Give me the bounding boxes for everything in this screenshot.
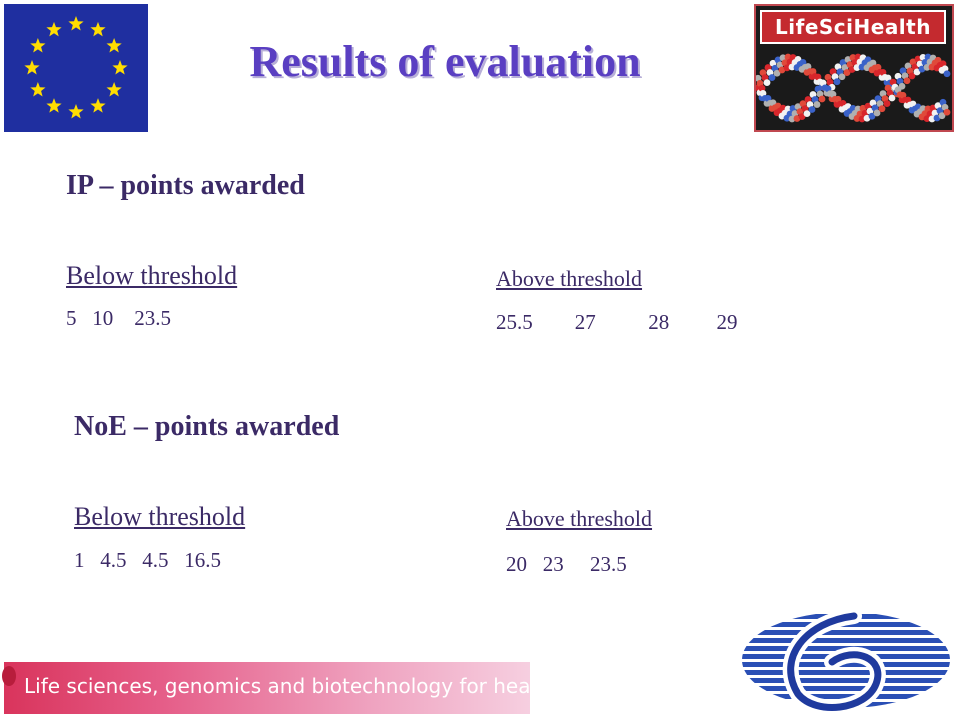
dna-atom: [758, 84, 766, 92]
dna-atom: [923, 63, 931, 71]
eu-star-icon: [30, 82, 46, 97]
dna-atom: [788, 115, 796, 123]
dna-atom: [773, 69, 781, 77]
eu-star-icon: [46, 98, 62, 113]
noe-above-threshold-values: 20 23 23.5: [506, 552, 627, 576]
dna-atom: [913, 68, 921, 76]
eu-star-icon: [24, 60, 40, 75]
dna-atom: [908, 72, 916, 80]
eu-stars-icon: [24, 16, 128, 119]
ip-below-threshold-values: 5 10 23.5: [66, 306, 171, 330]
dna-atom: [838, 73, 846, 81]
dna-atom: [873, 109, 881, 117]
dna-atom: [903, 77, 911, 85]
dna-atom: [818, 95, 826, 103]
dna-atom: [798, 113, 806, 121]
noe-above-threshold-label: Above threshold: [506, 506, 653, 531]
lifescihealth-logo-text: LifeSciHealth: [760, 10, 946, 44]
page-title: Results of evaluation: [249, 37, 641, 86]
noe-below-threshold-label: Below threshold: [74, 502, 246, 531]
dna-helix-icon: [756, 53, 951, 123]
bottom-banner: Life sciences, genomics and biotechnolog…: [2, 662, 557, 714]
ip-below-threshold-label: Below threshold: [66, 261, 238, 290]
dna-atom: [853, 64, 861, 71]
noe-heading: NoE – points awarded: [74, 411, 340, 442]
dna-atom: [763, 79, 771, 87]
eu-flag-logo: [4, 4, 148, 132]
noe-below-threshold-values: 1 4.5 4.5 16.5: [74, 548, 221, 572]
banner-curl-icon: [2, 666, 16, 686]
fp6-swirl-icon: [742, 608, 950, 716]
eu-star-icon: [112, 60, 128, 75]
bottom-banner-text: Life sciences, genomics and biotechnolog…: [24, 674, 557, 698]
dna-atom: [803, 110, 811, 117]
dna-atom: [938, 112, 946, 120]
ip-above-threshold-values: 25.5 27 28 29: [496, 310, 738, 334]
dna-atom: [878, 105, 886, 113]
eu-star-icon: [46, 21, 62, 37]
eu-star-icon: [68, 104, 84, 119]
eu-star-icon: [106, 82, 122, 97]
dna-atom: [898, 82, 906, 90]
dna-atom: [943, 70, 951, 78]
lifescihealth-logo: LifeSciHealth: [754, 4, 954, 132]
dna-atom: [888, 94, 896, 102]
dna-atom: [868, 112, 876, 120]
eu-star-icon: [68, 16, 84, 31]
eu-star-icon: [30, 38, 46, 53]
ip-above-threshold-label: Above threshold: [496, 266, 643, 291]
fp6-logo: [736, 598, 956, 716]
dna-atom: [813, 101, 821, 108]
ip-heading: IP – points awarded: [66, 170, 305, 201]
dna-atom: [783, 64, 791, 72]
eu-star-icon: [90, 21, 106, 37]
dna-atom: [858, 115, 866, 123]
dna-atom: [768, 74, 776, 81]
dna-atom: [943, 108, 951, 116]
dna-atom: [808, 106, 816, 113]
dna-atom: [883, 100, 891, 107]
dna-atom: [843, 69, 851, 76]
eu-star-icon: [106, 38, 122, 53]
dna-atom: [833, 78, 841, 86]
eu-star-icon: [90, 98, 106, 113]
